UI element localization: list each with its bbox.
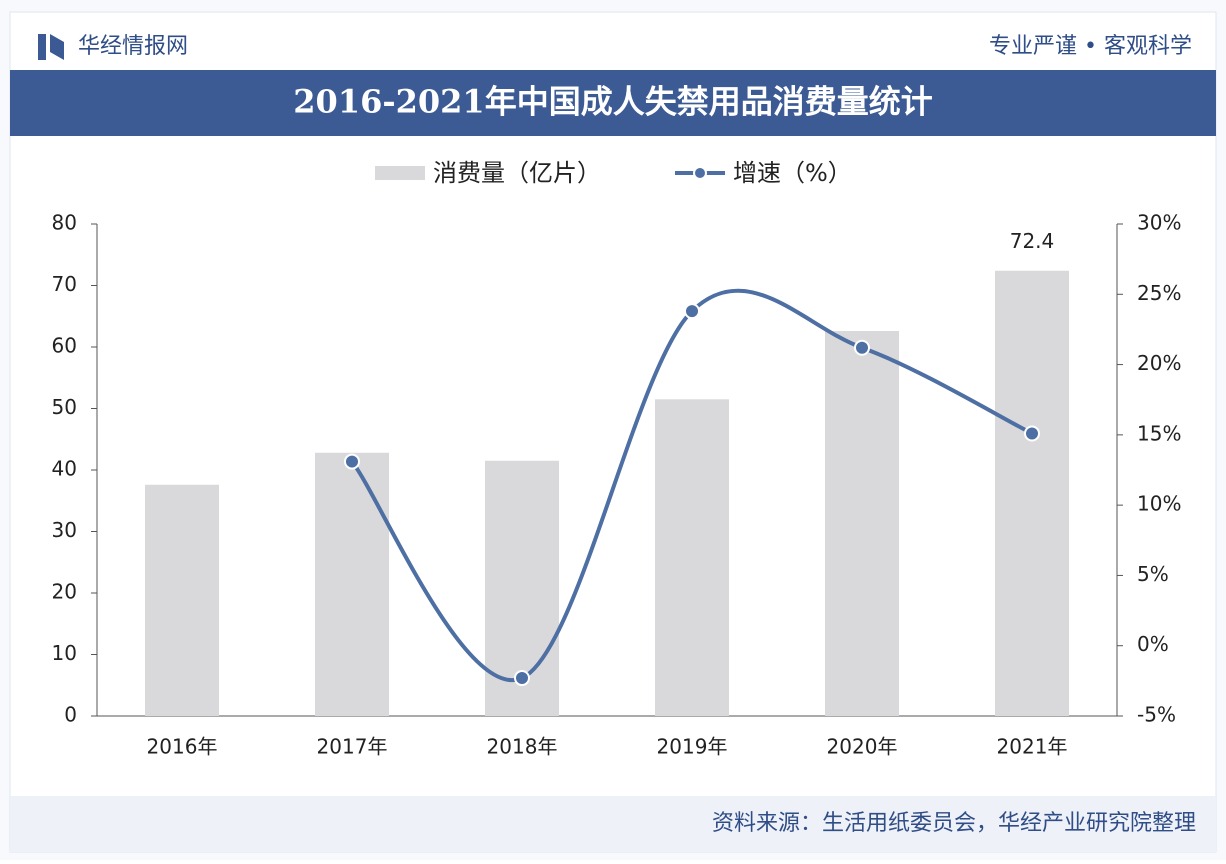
y-tick-label: 50 bbox=[52, 395, 77, 419]
y2-tick-label: 30% bbox=[1137, 211, 1181, 235]
y2-tick-label: 20% bbox=[1137, 351, 1181, 375]
y2-tick-label: 25% bbox=[1137, 281, 1181, 305]
y-tick-label: 60 bbox=[52, 334, 77, 358]
source: 资料来源：生活用纸委员会，华经产业研究院整理 bbox=[712, 811, 1196, 836]
y-tick-label: 30 bbox=[52, 518, 77, 542]
legend-swatch bbox=[375, 166, 425, 180]
bar bbox=[995, 270, 1069, 716]
source-bar bbox=[10, 796, 1216, 852]
line-point bbox=[1024, 425, 1040, 442]
y2-tick-label: 10% bbox=[1137, 492, 1181, 516]
line-point bbox=[344, 453, 360, 470]
line bbox=[350, 288, 1033, 683]
legend-label: 增速（%） bbox=[733, 159, 852, 187]
slogan: 专业严谨 • 客观科学 bbox=[989, 34, 1192, 59]
y-tick-label: 20 bbox=[52, 580, 77, 604]
legend-swatch bbox=[693, 166, 707, 180]
brand: 华经情报网 bbox=[78, 34, 188, 59]
line-point bbox=[854, 339, 870, 356]
bar bbox=[315, 452, 389, 716]
x-tick-label: 2021年 bbox=[997, 735, 1068, 759]
title-bar bbox=[10, 70, 1216, 136]
y-tick-label: 70 bbox=[52, 272, 77, 296]
y2-tick-label: 0% bbox=[1137, 632, 1169, 656]
y2-tick-label: -5% bbox=[1137, 703, 1176, 727]
chart-title: 2016-2021年中国成人失禁用品消费量统计 bbox=[293, 83, 932, 121]
line-point bbox=[684, 303, 700, 320]
logo bbox=[38, 34, 46, 60]
x-tick-label: 2020年 bbox=[827, 735, 898, 759]
y2-tick-label: 5% bbox=[1137, 562, 1169, 586]
legend-label: 消费量（亿片） bbox=[433, 159, 601, 187]
y-tick-label: 80 bbox=[52, 211, 77, 235]
data-label: 72.4 bbox=[1010, 229, 1055, 253]
x-tick-label: 2017年 bbox=[317, 735, 388, 759]
x-tick-label: 2018年 bbox=[487, 735, 558, 759]
bar bbox=[655, 399, 729, 716]
y2-tick-label: 15% bbox=[1137, 421, 1181, 445]
y-tick-label: 10 bbox=[52, 641, 77, 665]
logo bbox=[50, 34, 64, 60]
bar bbox=[825, 331, 899, 716]
y-tick-label: 0 bbox=[64, 703, 77, 727]
x-tick-label: 2016年 bbox=[147, 735, 218, 759]
x-tick-label: 2019年 bbox=[657, 735, 728, 759]
line-point bbox=[514, 670, 530, 687]
bar bbox=[145, 484, 219, 716]
y-tick-label: 40 bbox=[52, 457, 77, 481]
